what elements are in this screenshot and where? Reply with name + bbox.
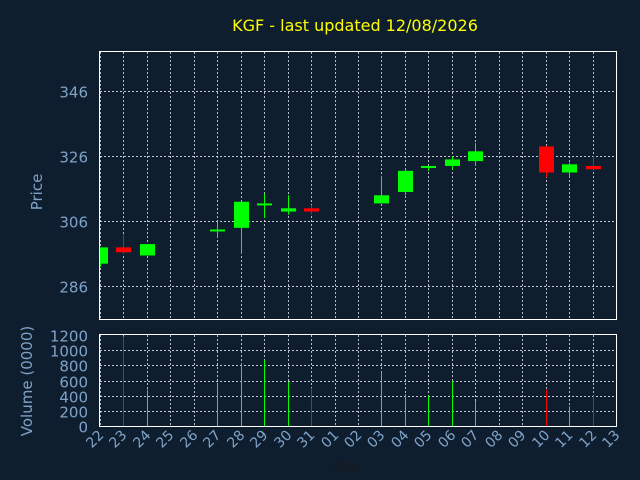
candle-body <box>539 146 554 173</box>
candlesticks <box>100 143 601 267</box>
volume-axis-label: Volume (0000) <box>18 326 36 436</box>
candle-body <box>210 229 225 232</box>
candle-body <box>140 244 155 256</box>
volume-tick-label: 400 <box>59 389 88 407</box>
price-grid <box>100 52 617 319</box>
price-tick-label: 326 <box>59 149 88 167</box>
candle-body <box>468 151 483 162</box>
candle-body <box>374 195 389 204</box>
volume-tick-label: 200 <box>59 404 88 422</box>
candle-body <box>304 208 319 212</box>
candle-body <box>234 201 249 228</box>
volume-tick-label: 0 <box>78 419 88 437</box>
price-tick-label: 346 <box>59 84 88 102</box>
chart-title: KGF - last updated 12/08/2026 <box>232 16 478 35</box>
candle-body <box>421 165 436 168</box>
candle-body <box>398 170 413 193</box>
volume-bars <box>123 336 594 426</box>
candle-body <box>445 159 460 166</box>
candle-body <box>257 203 272 206</box>
price-tick-labels: 286 306 326 346 <box>59 84 88 297</box>
price-axis-label: Price <box>28 174 46 211</box>
candle-body <box>281 208 296 212</box>
volume-tick-label: 800 <box>59 358 88 376</box>
x-tick-labels: 22 23 24 25 26 27 28 29 30 31 01 02 03 04 05 06 07 08 09 10… <box>83 427 623 451</box>
volume-panel-frame <box>99 334 617 427</box>
volume-tick-label: 1000 <box>50 343 88 361</box>
volume-tick-label: 1200 <box>50 328 88 346</box>
price-tick-label: 286 <box>59 279 88 297</box>
price-panel-frame <box>99 51 617 320</box>
candle-body <box>562 164 577 173</box>
volume-tick-label: 600 <box>59 374 88 392</box>
price-tick-label: 306 <box>59 214 88 232</box>
candle-body <box>116 247 131 253</box>
x-axis-label: Day <box>333 458 363 476</box>
candle-body <box>100 247 108 264</box>
candle-body <box>586 165 601 170</box>
